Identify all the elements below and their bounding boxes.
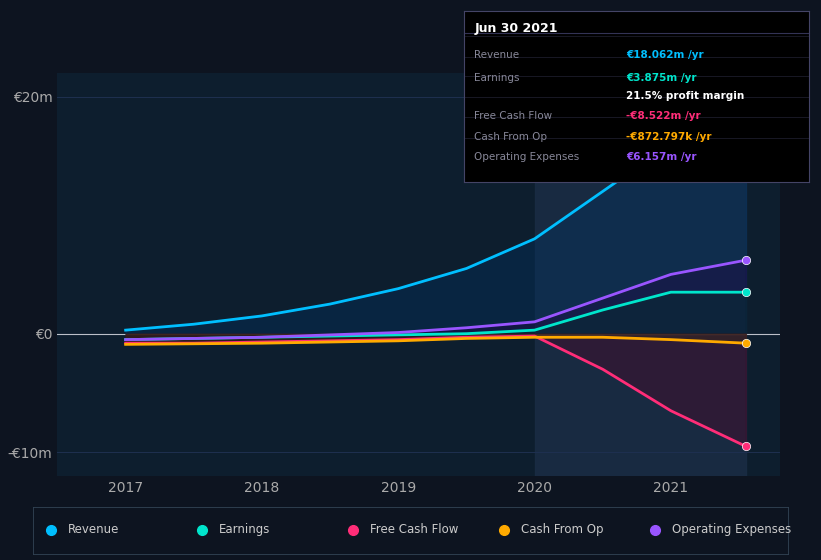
Text: Free Cash Flow: Free Cash Flow — [475, 111, 553, 121]
Text: Jun 30 2021: Jun 30 2021 — [475, 22, 557, 35]
Text: €18.062m /yr: €18.062m /yr — [626, 50, 704, 60]
Text: Operating Expenses: Operating Expenses — [672, 523, 791, 536]
Text: Operating Expenses: Operating Expenses — [475, 152, 580, 162]
Text: Revenue: Revenue — [67, 523, 119, 536]
Bar — [534, 73, 745, 476]
Text: Free Cash Flow: Free Cash Flow — [369, 523, 458, 536]
Text: -€872.797k /yr: -€872.797k /yr — [626, 132, 712, 142]
Text: Earnings: Earnings — [475, 73, 520, 83]
Text: Earnings: Earnings — [218, 523, 270, 536]
Text: €3.875m /yr: €3.875m /yr — [626, 73, 696, 83]
Text: -€8.522m /yr: -€8.522m /yr — [626, 111, 700, 121]
Text: 21.5% profit margin: 21.5% profit margin — [626, 91, 744, 101]
Text: €6.157m /yr: €6.157m /yr — [626, 152, 696, 162]
Text: Cash From Op: Cash From Op — [475, 132, 548, 142]
Text: Cash From Op: Cash From Op — [521, 523, 603, 536]
Text: Revenue: Revenue — [475, 50, 520, 60]
